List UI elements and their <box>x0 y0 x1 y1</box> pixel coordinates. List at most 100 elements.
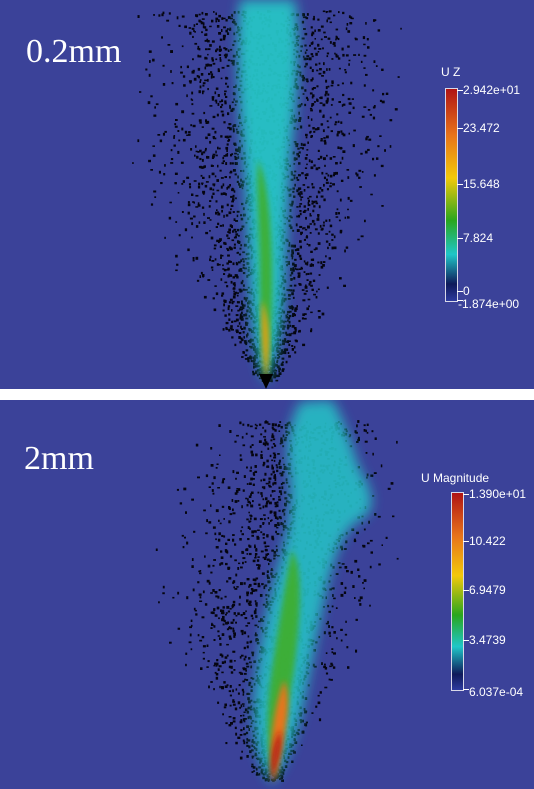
particle <box>306 261 309 264</box>
particle <box>343 548 347 550</box>
nozzle-tip <box>259 374 273 389</box>
particle <box>305 17 309 20</box>
particle <box>242 739 245 742</box>
particle <box>278 353 282 355</box>
particle <box>303 317 307 320</box>
particle <box>267 447 270 450</box>
particle <box>252 730 255 733</box>
particle <box>232 128 235 131</box>
particle <box>256 536 260 540</box>
particle <box>227 486 231 489</box>
particle <box>280 349 283 352</box>
particle <box>390 482 394 485</box>
particle <box>301 289 305 291</box>
particle <box>224 595 227 598</box>
particle <box>294 264 297 267</box>
particle <box>323 31 326 34</box>
particle <box>314 29 316 33</box>
particle <box>237 228 240 232</box>
particle <box>278 372 282 375</box>
particle <box>221 162 224 165</box>
particle <box>211 260 215 262</box>
particle <box>237 500 240 502</box>
particle <box>236 214 239 218</box>
particle <box>208 205 211 208</box>
particle <box>328 230 331 233</box>
particle <box>372 89 375 92</box>
particle <box>201 636 205 639</box>
particle <box>363 43 366 46</box>
particle <box>364 440 368 443</box>
particle <box>277 523 280 526</box>
particle <box>285 261 289 263</box>
particle <box>327 126 330 129</box>
particle <box>225 321 229 325</box>
particle <box>317 288 320 291</box>
particle <box>299 125 303 129</box>
particle <box>255 548 258 552</box>
particle <box>214 91 217 95</box>
particle <box>316 195 318 199</box>
particle <box>162 585 165 589</box>
particle <box>238 182 241 186</box>
particle <box>254 546 256 549</box>
particle <box>322 129 325 133</box>
particle <box>369 539 373 542</box>
particle <box>219 45 221 49</box>
particle <box>227 185 230 189</box>
particle <box>345 620 347 623</box>
particle <box>238 322 241 325</box>
particle <box>231 188 234 192</box>
particle <box>279 774 283 777</box>
particle <box>183 487 187 491</box>
particle <box>316 290 318 293</box>
particle <box>239 185 242 188</box>
particle <box>240 308 244 311</box>
particle <box>224 90 227 93</box>
particle <box>219 637 222 640</box>
particle <box>227 566 231 569</box>
particle <box>209 200 212 202</box>
particle <box>291 249 294 253</box>
particle <box>164 236 166 239</box>
particle <box>308 124 311 127</box>
particle <box>329 574 332 577</box>
particle <box>240 270 243 272</box>
particle <box>195 443 199 447</box>
particle <box>188 131 191 134</box>
particle <box>374 19 377 21</box>
particle <box>269 559 272 562</box>
particle <box>233 660 236 662</box>
particle <box>197 54 200 58</box>
particle <box>233 635 236 638</box>
particle <box>189 185 192 189</box>
particle <box>298 187 302 190</box>
particle <box>280 441 283 443</box>
particle <box>257 556 260 558</box>
particle <box>333 235 336 239</box>
particle <box>278 775 281 778</box>
particle <box>210 266 214 269</box>
particle <box>245 321 248 325</box>
particle <box>215 546 219 549</box>
particle <box>246 334 248 338</box>
particle <box>337 37 340 41</box>
particle <box>222 479 224 482</box>
particle <box>298 162 301 165</box>
particle <box>272 537 275 541</box>
particle <box>276 365 280 369</box>
particle <box>237 234 240 237</box>
particle <box>184 25 187 28</box>
particle <box>242 207 245 211</box>
particle <box>335 53 338 57</box>
particle <box>202 190 206 194</box>
particle <box>320 139 323 142</box>
particle <box>221 17 224 20</box>
particle <box>212 183 216 186</box>
particle <box>251 765 254 768</box>
particle <box>236 149 240 152</box>
particle <box>150 169 153 171</box>
particle <box>204 13 208 16</box>
particle <box>313 87 316 89</box>
particle <box>234 343 237 347</box>
